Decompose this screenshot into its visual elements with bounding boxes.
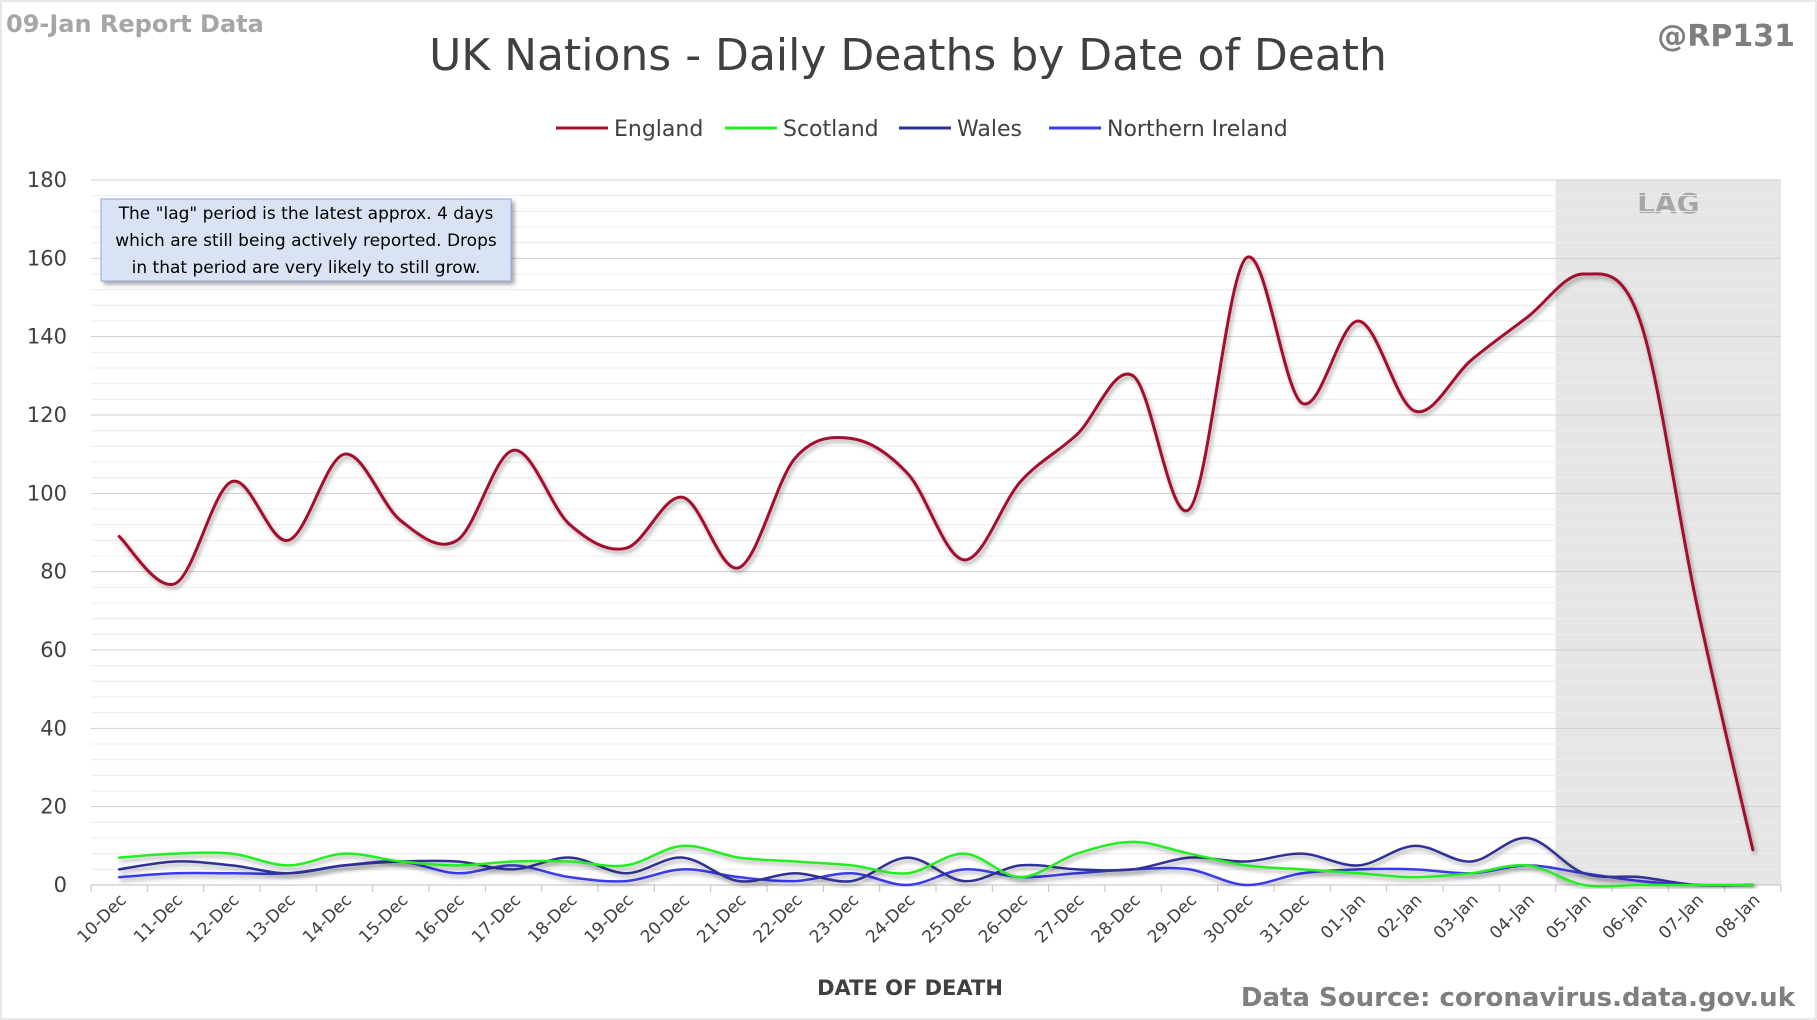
lag-label: LAG: [1637, 187, 1700, 220]
legend-label: Scotland: [783, 117, 879, 142]
lag-region: LAG: [1555, 180, 1781, 885]
legend-label: England: [614, 117, 703, 142]
y-tick-label: 60: [40, 638, 67, 662]
legend: England Scotland Wales Northern Ireland: [556, 117, 1288, 142]
series-england: [117, 255, 1755, 852]
legend-label: Wales: [957, 117, 1022, 142]
y-axis-ticks: 0 20 40 60 80 100 120 140 160 180: [27, 168, 67, 897]
series-lines: [117, 255, 1755, 888]
y-tick-label: 180: [27, 168, 67, 192]
legend-item-northern-ireland: Northern Ireland: [1049, 117, 1288, 142]
series-line-england: [117, 255, 1755, 852]
y-tick-label: 100: [27, 481, 67, 505]
legend-item-wales: Wales: [899, 117, 1022, 142]
series-scotland: [117, 840, 1755, 888]
y-tick-label: 40: [40, 716, 67, 740]
note-line-1: The "lag" period is the latest approx. 4…: [118, 204, 494, 224]
y-tick-label: 140: [27, 325, 67, 349]
legend-label: Northern Ireland: [1107, 117, 1288, 142]
chart-title: UK Nations - Daily Deaths by Date of Dea…: [429, 30, 1387, 81]
lag-shaded-area: [1555, 180, 1781, 885]
y-tick-label: 80: [40, 560, 67, 584]
x-axis-title: DATE OF DEATH: [817, 976, 1003, 1000]
legend-item-england: England: [556, 117, 703, 142]
author-handle: @RP131: [1657, 19, 1795, 54]
y-tick-label: 0: [54, 873, 67, 897]
note-line-3: in that period are very likely to still …: [132, 258, 481, 278]
lag-note-box: The "lag" period is the latest approx. 4…: [100, 198, 512, 282]
y-tick-label: 160: [27, 246, 67, 270]
report-date-label: 09-Jan Report Data: [6, 10, 264, 38]
y-tick-label: 20: [40, 795, 67, 819]
data-source: Data Source: coronavirus.data.gov.uk: [1241, 983, 1796, 1013]
legend-item-scotland: Scotland: [725, 117, 879, 142]
y-tick-label: 120: [27, 403, 67, 427]
series-line-scotland: [117, 840, 1755, 888]
note-line-2: which are still being actively reported.…: [115, 231, 497, 251]
note-box-background: [100, 198, 512, 282]
